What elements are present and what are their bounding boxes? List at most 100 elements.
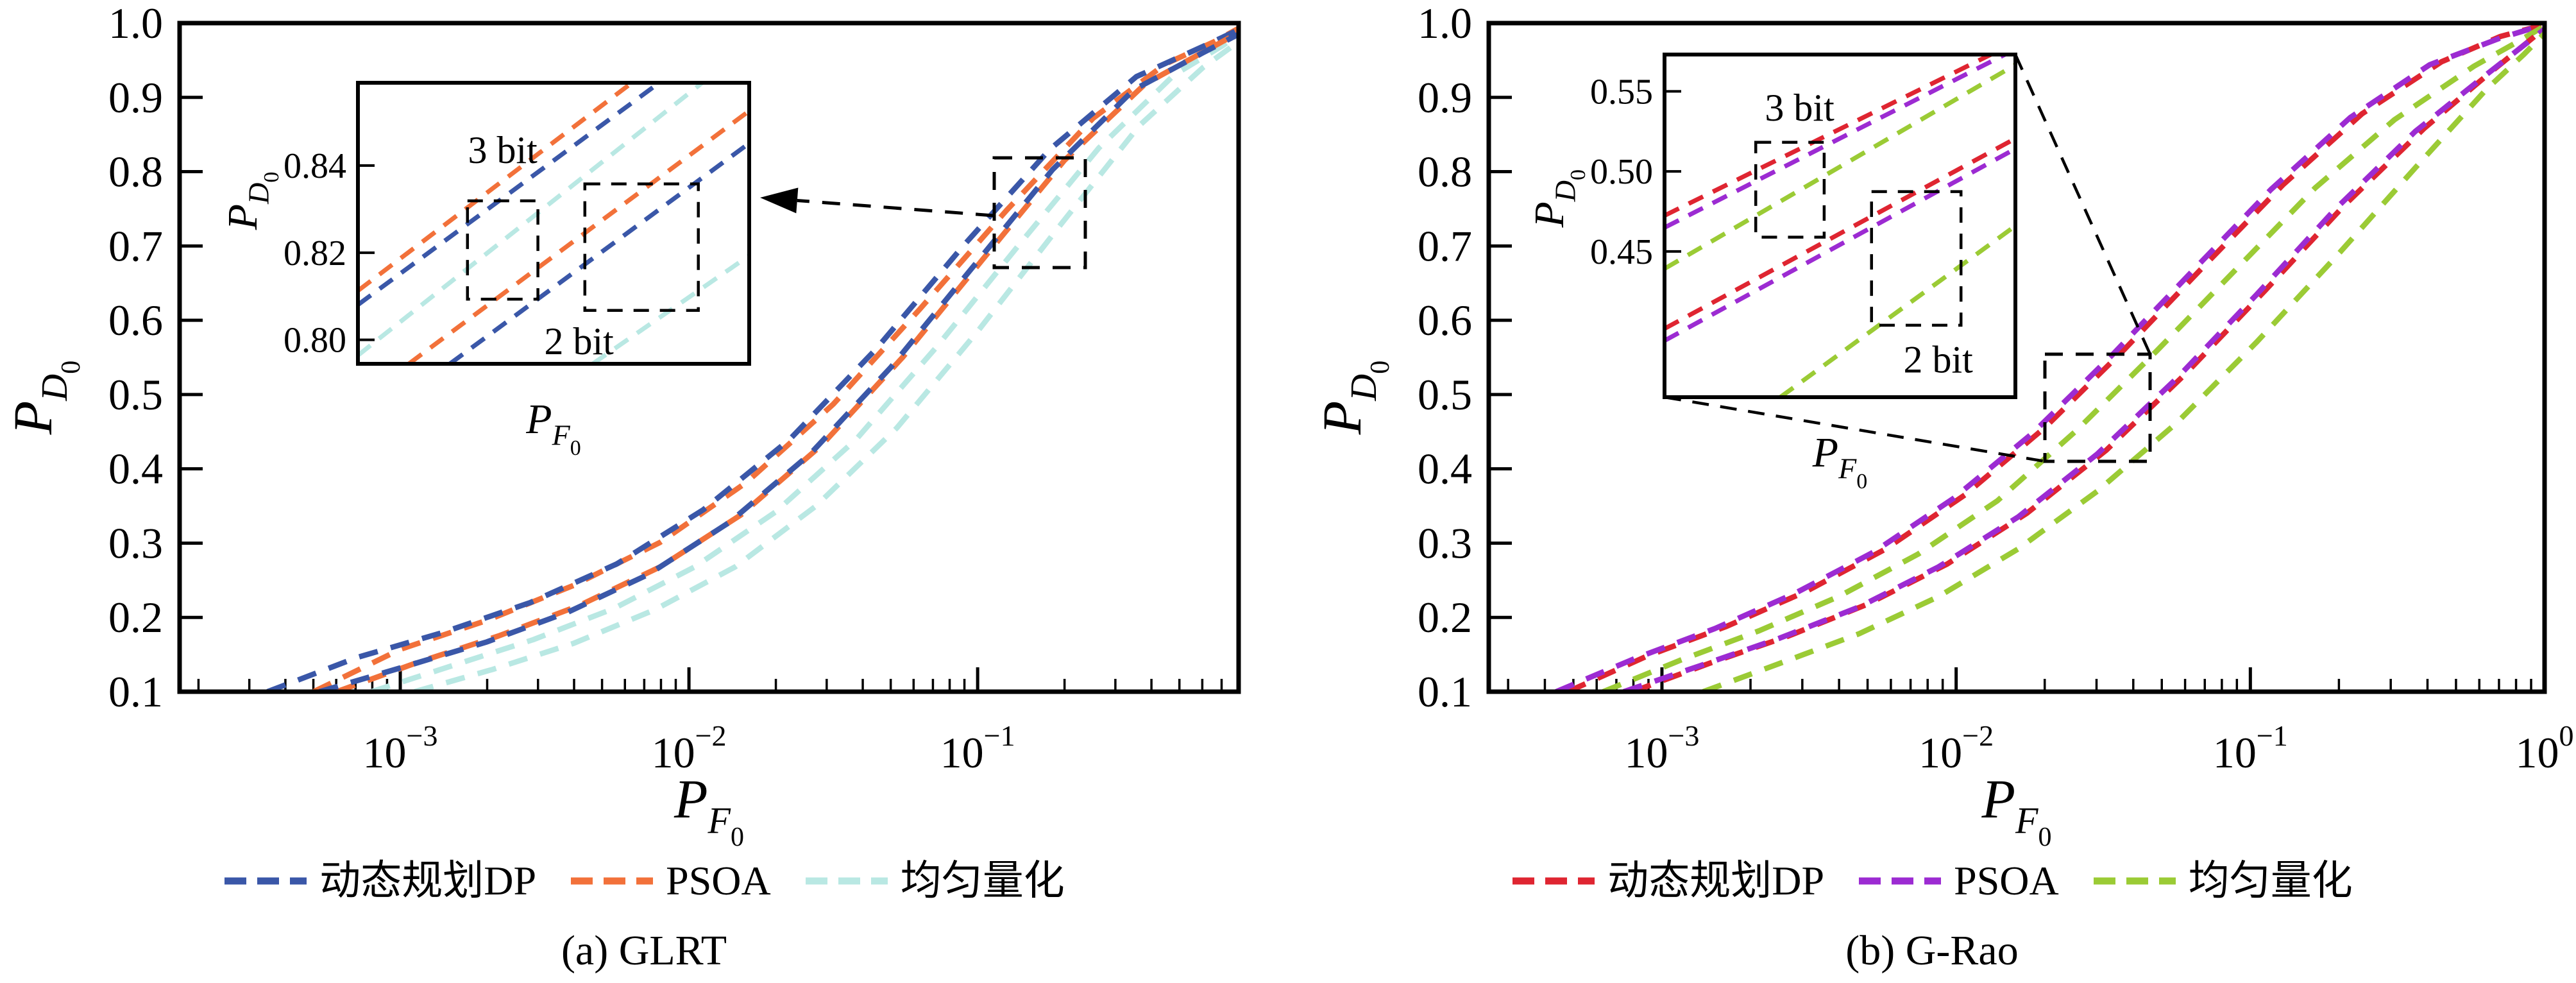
inset-curve-dp-2bit xyxy=(1665,136,2015,331)
zoom-region-rect xyxy=(2043,352,2152,463)
inset-curve-dp-3bit xyxy=(358,83,661,307)
y-tick-label: 0.4 xyxy=(108,445,163,493)
y-tick-label: 0.5 xyxy=(1418,370,1472,419)
inset-y-tick-label: 0.50 xyxy=(1590,152,1653,192)
chart-panel-g-rao: 10−3 10−2 10−1 100 1.0 0.9 0.8 0.7 0.6 0.5 0.4 0.3 0… xyxy=(1311,0,2574,852)
x-tick-label: 10−3 xyxy=(1624,719,1699,777)
x-tick-label: 100 xyxy=(2516,719,2574,777)
inset-label-2bit: 2 bit xyxy=(1903,338,1973,380)
x-tick-label: 10−3 xyxy=(363,719,438,777)
dash-swatch-psoa xyxy=(571,877,654,885)
inset-y-axis-label: PD0 xyxy=(1526,169,1590,228)
zoom-region-rect xyxy=(992,156,1087,269)
y-axis-ticks xyxy=(1489,21,1512,694)
curve-uq-2bit xyxy=(414,39,1239,692)
y-tick-label: 1.0 xyxy=(108,0,163,47)
curve-psoa-2bit xyxy=(335,30,1239,692)
x-tick-label: 10−2 xyxy=(652,719,727,777)
inset-frame xyxy=(1663,53,2017,399)
inset-curve-dp-3bit xyxy=(1665,55,1992,218)
x-axis-label: PF0 xyxy=(674,768,744,852)
curve-psoa-3bit xyxy=(1555,23,2545,692)
inset-box-3bit xyxy=(466,199,539,301)
caption-grao: (b) G-Rao xyxy=(1845,927,2019,974)
dash-swatch-psoa xyxy=(1859,877,1942,885)
chart-panel-glrt: 10−3 10−2 10−1 1.0 0.9 0.8 0.7 0.6 0.5 0.4 0.3 0.2 0… xyxy=(2,0,1241,852)
x-tick-label: 10−2 xyxy=(1919,719,1994,777)
legend-label-psoa: PSOA xyxy=(666,858,771,903)
plot-frame xyxy=(1486,21,2547,694)
inset-curve-psoa-3bit xyxy=(1665,55,2006,230)
inset-curve-uq-3bit xyxy=(1665,62,2015,271)
legend-glrt: 动态规划DP PSOA 均匀量化 xyxy=(0,846,1288,916)
dash-swatch-dp xyxy=(1513,877,1595,885)
y-tick-label: 1.0 xyxy=(1418,0,1472,47)
y-tick-label: 0.2 xyxy=(1418,593,1472,642)
zoom-connector-line xyxy=(2013,54,2152,355)
dash-swatch-dp xyxy=(225,877,307,885)
y-tick-label: 0.6 xyxy=(1418,296,1472,345)
y-tick-label: 0.9 xyxy=(1418,73,1472,122)
curve-uq-3bit xyxy=(370,31,1239,692)
inset-g-rao: 3 bit 2 bit 0.55 0.50 0.45 PF0 PD0 xyxy=(1526,53,2017,493)
inset-label-3bit: 3 bit xyxy=(1765,87,1835,129)
inset-frame xyxy=(356,81,751,366)
legend-item-psoa: PSOA xyxy=(570,859,771,903)
y-tick-label: 0.4 xyxy=(1418,445,1472,493)
y-tick-label: 0.9 xyxy=(108,73,163,122)
inset-y-axis-label: PD0 xyxy=(219,172,284,231)
y-tick-label: 0.1 xyxy=(1418,667,1472,716)
curve-dp-2bit xyxy=(318,31,1239,692)
legend-label-psoa: PSOA xyxy=(1954,858,2059,903)
inset-curve-psoa-2bit xyxy=(407,108,749,364)
y-tick-label: 0.8 xyxy=(108,148,163,196)
legend-label-dp: 动态规划DP xyxy=(319,858,537,903)
dash-swatch-uq xyxy=(805,877,888,885)
y-tick-label: 0.3 xyxy=(108,518,163,567)
legend-item-psoa: PSOA xyxy=(1858,859,2059,903)
curve-psoa-3bit xyxy=(312,26,1239,692)
legend-label-uq: 均匀量化 xyxy=(900,858,1065,903)
zoom-connector-line xyxy=(1664,395,2046,463)
inset-glrt: 3 bit 2 bit 0.84 0.82 0.80 PF0 PD0 xyxy=(219,81,751,460)
inset-y-tick-label: 0.84 xyxy=(284,146,346,186)
y-tick-label: 0.7 xyxy=(108,221,163,270)
y-tick-label: 0.7 xyxy=(1418,221,1472,270)
inset-curve-psoa-2bit xyxy=(1665,146,2015,343)
y-tick-label: 0.5 xyxy=(108,370,163,419)
inset-box-3bit xyxy=(1754,141,1826,239)
y-axis-ticks xyxy=(180,21,203,694)
inset-y-tick-label: 0.45 xyxy=(1590,232,1653,272)
y-tick-label: 0.2 xyxy=(108,593,163,642)
inset-box-2bit xyxy=(583,182,700,312)
curve-uq-2bit xyxy=(1702,31,2545,692)
curve-dp-3bit xyxy=(266,27,1239,692)
inset-curve-uq-2bit xyxy=(1779,224,2015,397)
inset-arrow-line xyxy=(797,198,994,218)
inset-background xyxy=(1665,55,2015,397)
inset-curve-dp-2bit xyxy=(448,141,749,364)
inset-y-tick-label: 0.55 xyxy=(1590,72,1653,112)
inset-label-3bit: 3 bit xyxy=(468,129,538,171)
x-tick-label: 10−1 xyxy=(940,719,1015,777)
dash-swatch-uq xyxy=(2093,877,2176,885)
inset-y-tick-label: 0.82 xyxy=(284,234,346,273)
legend-item-uq: 均匀量化 xyxy=(2092,859,2353,903)
caption-glrt: (a) GLRT xyxy=(561,927,727,974)
inset-curve-uq-3bit xyxy=(358,83,704,357)
curve-psoa-2bit xyxy=(1622,26,2545,692)
inset-y-tick-label: 0.80 xyxy=(284,321,346,361)
plot-frame xyxy=(177,21,1241,694)
curve-dp-3bit xyxy=(1566,23,2545,692)
inset-x-axis-label: PF0 xyxy=(525,396,580,460)
inset-arrow-head-icon xyxy=(760,187,799,214)
inset-label-2bit: 2 bit xyxy=(544,320,614,363)
legend-label-dp: 动态规划DP xyxy=(1607,858,1825,903)
x-axis-label: PF0 xyxy=(1981,768,2052,852)
x-tick-label: 10−1 xyxy=(2213,719,2288,777)
inset-box-2bit xyxy=(1870,190,1963,327)
y-tick-label: 0.8 xyxy=(1418,148,1472,196)
inset-curve-psoa-3bit xyxy=(358,83,634,293)
y-axis-label: PD0 xyxy=(2,361,86,435)
